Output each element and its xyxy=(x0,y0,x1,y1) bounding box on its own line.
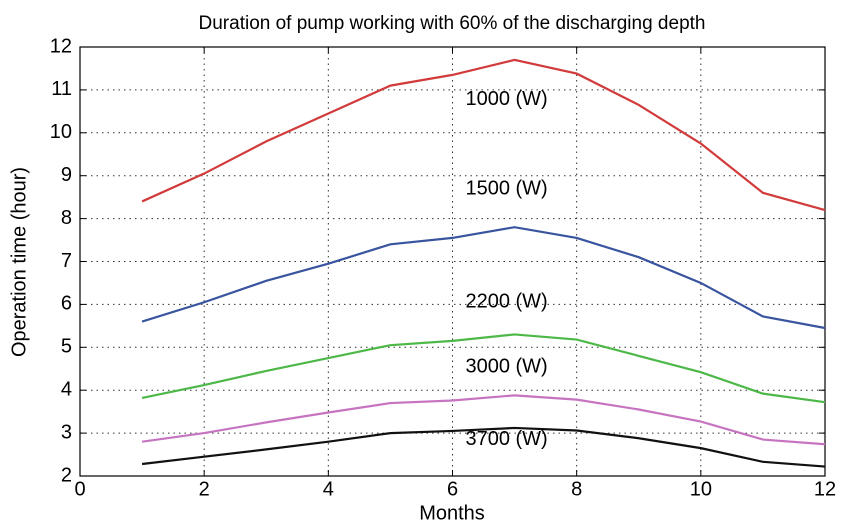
x-tick-label: 0 xyxy=(74,478,85,500)
y-tick-label: 7 xyxy=(61,250,72,272)
line xyxy=(141,426,826,468)
y-tick-label: 5 xyxy=(61,336,72,358)
x-tick-label: 2 xyxy=(199,478,210,500)
line-label: 3700 (W) xyxy=(465,428,547,450)
line-label: 2200 (W) xyxy=(465,291,547,313)
y-axis-label: Operation time (hour) xyxy=(8,167,30,357)
line-label: 1000 (W) xyxy=(465,88,547,110)
chart-title: Duration of pump working with 60% of the… xyxy=(199,13,706,34)
y-tick-label: 10 xyxy=(50,121,72,143)
x-axis-label: Months xyxy=(419,502,485,524)
y-tick-label: 11 xyxy=(51,78,72,100)
line xyxy=(141,333,826,404)
y-tick-label: 8 xyxy=(61,207,72,229)
plot-frame xyxy=(79,46,826,477)
x-tick-label: 4 xyxy=(323,478,334,500)
y-tick-label: 4 xyxy=(61,378,72,400)
y-tick-label: 3 xyxy=(61,421,72,443)
y-tick-label: 6 xyxy=(61,293,72,315)
x-tick-label: 6 xyxy=(447,478,458,500)
line-label: 3000 (W) xyxy=(465,356,547,378)
line-label: 1500 (W) xyxy=(465,177,547,199)
y-tick-label: 12 xyxy=(50,35,72,57)
line xyxy=(141,58,826,212)
x-tick-label: 10 xyxy=(690,478,712,500)
line xyxy=(141,226,826,330)
x-tick-label: 12 xyxy=(814,478,836,500)
y-tick-label: 2 xyxy=(61,464,72,486)
x-tick-label: 8 xyxy=(571,478,582,500)
y-tick-label: 9 xyxy=(61,164,72,186)
line xyxy=(141,394,826,446)
